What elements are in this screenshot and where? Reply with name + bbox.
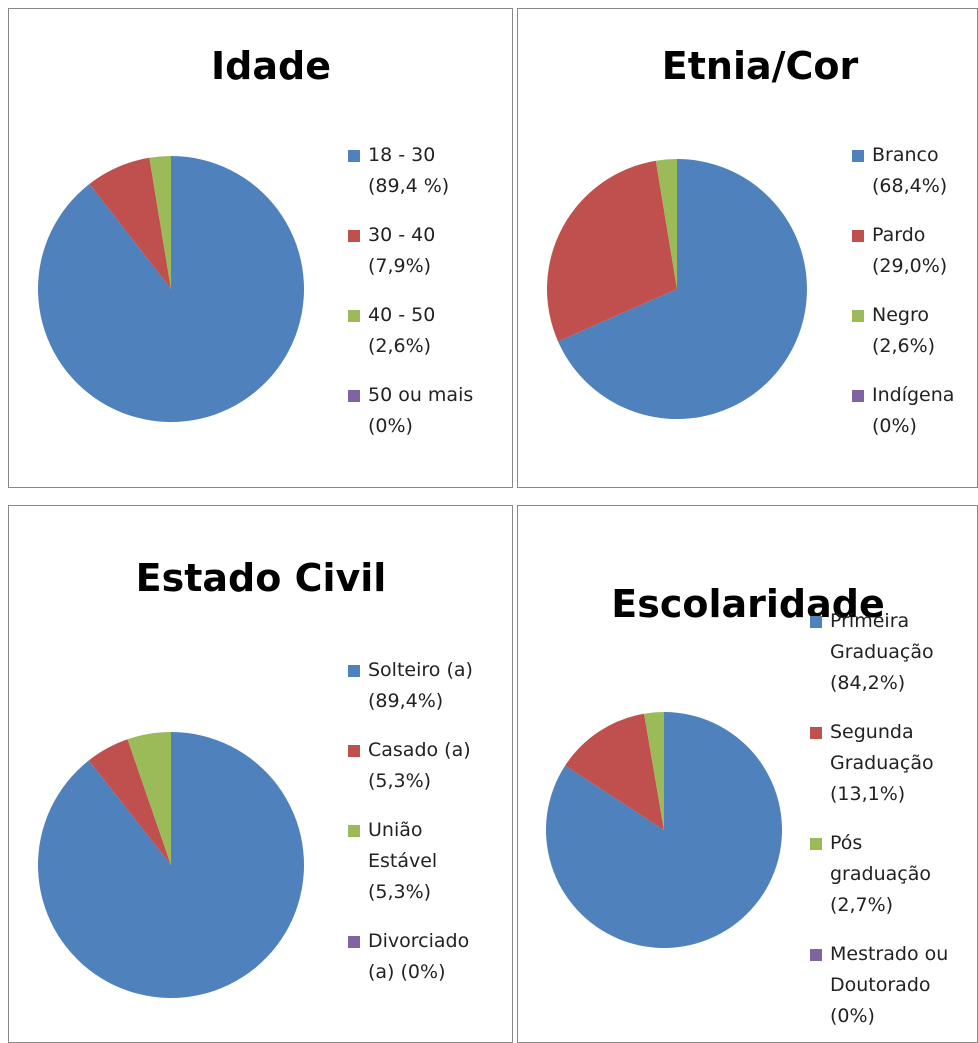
legend-item: Solteiro (a) (89,4%) (348, 655, 486, 717)
legend-label: Indígena (872, 384, 955, 406)
legend-swatch (810, 727, 822, 739)
chart-title: Etnia/Cor (661, 44, 859, 88)
legend-label: Branco (872, 144, 939, 166)
legend-swatch (852, 230, 864, 242)
legend-swatch (348, 936, 360, 948)
legend-item: Indígena (0%) (852, 380, 978, 442)
legend-label: Solteiro (a) (368, 659, 473, 681)
pie-slice (644, 712, 664, 830)
pie-slice (37, 156, 304, 422)
pie-slice (149, 156, 171, 289)
legend-swatch (348, 745, 360, 757)
legend-value: (0%) (368, 415, 413, 437)
legend-value: (89,4 %) (368, 175, 450, 197)
legend-item: 18 - 30 (89,4 %) (348, 140, 480, 202)
legend-swatch (810, 838, 822, 850)
legend-swatch (810, 949, 822, 961)
legend-swatch (810, 616, 822, 628)
legend-label: 50 ou mais (368, 384, 474, 406)
legend-item: Mestrado ou Doutorado (0%) (810, 939, 952, 1032)
legend-label: Segunda Graduação (830, 721, 934, 774)
legend-label: 40 - 50 (368, 304, 436, 326)
legend-swatch (348, 390, 360, 402)
legend-value: (0%) (400, 961, 446, 983)
legend-label: Divorciado (a) (368, 930, 470, 983)
legend-label: Pardo (872, 224, 926, 246)
legend-label: Casado (a) (368, 739, 471, 761)
legend-value: (7,9%) (368, 255, 432, 277)
legend-item: Branco (68,4%) (852, 140, 978, 202)
legend-item: Primeira Graduação (84,2%) (810, 606, 952, 699)
legend-swatch (348, 150, 360, 162)
legend-label: Mestrado ou Doutorado (830, 943, 949, 996)
legend-value: (84,2%) (830, 672, 906, 694)
legend-label: Negro (872, 304, 929, 326)
legend-value: (13,1%) (830, 783, 906, 805)
legend-swatch (348, 665, 360, 677)
legend-swatch (348, 310, 360, 322)
pie-slice (558, 159, 807, 419)
legend-item: União Estável (5,3%) (348, 815, 486, 908)
legend-label: 18 - 30 (368, 144, 436, 166)
legend-swatch (348, 825, 360, 837)
pie-slice (88, 739, 171, 865)
chart-title: Idade (211, 44, 331, 88)
legend: 18 - 30 (89,4 %) 30 - 40 (7,9%) 40 - 50 (2… (348, 140, 480, 460)
legend-label: Primeira Graduação (830, 610, 934, 663)
legend-value: (2,6%) (872, 335, 936, 357)
legend-label: União Estável (368, 819, 438, 872)
pie-slice (655, 159, 677, 289)
legend-swatch (852, 390, 864, 402)
legend-value: (2,7%) (830, 894, 894, 916)
legend-value: (29,0%) (872, 255, 948, 277)
legend-item: Divorciado (a) (0%) (348, 926, 486, 988)
legend-item: Pós graduação (2,7%) (810, 828, 952, 921)
panel (8, 8, 513, 488)
pie-slice (127, 732, 171, 865)
legend-swatch (348, 230, 360, 242)
legend-value: (5,3%) (368, 770, 432, 792)
legend-value: (5,3%) (368, 881, 432, 903)
legend-item: Negro (2,6%) (852, 300, 978, 362)
pie-slice (547, 160, 677, 342)
legend-item: Casado (a) (5,3%) (348, 735, 486, 797)
chart-title: Estado Civil (135, 556, 387, 600)
legend-item: Pardo (29,0%) (852, 220, 978, 282)
legend: Solteiro (a) (89,4%) Casado (a) (5,3%) Uni… (348, 655, 486, 1006)
legend: Branco (68,4%) Pardo (29,0%) Negro (2,6%) I… (852, 140, 978, 460)
legend-item: 50 ou mais (0%) (348, 380, 480, 442)
legend-label: Pós graduação (830, 832, 931, 885)
legend: Primeira Graduação (84,2%) Segunda Gradua… (810, 606, 952, 1043)
pie-slice (565, 713, 664, 830)
legend-item: Segunda Graduação (13,1%) (810, 717, 952, 810)
legend-swatch (852, 310, 864, 322)
legend-value: (89,4%) (368, 690, 444, 712)
legend-value: (68,4%) (872, 175, 948, 197)
legend-value: (0%) (830, 1005, 875, 1027)
pie-slice (38, 732, 305, 998)
legend-label: 30 - 40 (368, 224, 436, 246)
legend-swatch (852, 150, 864, 162)
legend-value: (2,6%) (368, 335, 432, 357)
legend-item: 40 - 50 (2,6%) (348, 300, 480, 362)
pie-slice (89, 157, 171, 289)
chart-title: Escolaridade (611, 582, 885, 626)
legend-item: 30 - 40 (7,9%) (348, 220, 480, 282)
legend-value: (0%) (872, 415, 917, 437)
